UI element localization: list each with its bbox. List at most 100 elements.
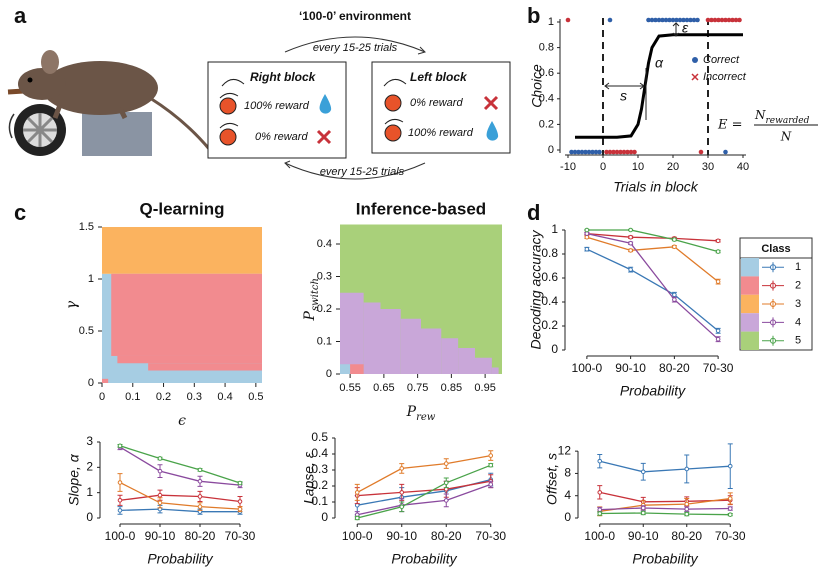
data-point xyxy=(727,496,733,501)
data-point xyxy=(684,501,690,507)
data-point xyxy=(443,498,449,503)
x-tick-label: 100-0 xyxy=(105,529,136,543)
data-point xyxy=(584,234,590,240)
x-tick-label: 80-20 xyxy=(431,529,462,543)
series-line xyxy=(357,480,491,497)
trial-point xyxy=(614,149,620,155)
x-tick-label: 0.65 xyxy=(373,382,394,394)
formula-numerator-sub: rewarded xyxy=(766,116,810,126)
chart-title: Q-learning xyxy=(139,199,224,218)
reward-text: 100% reward xyxy=(244,100,310,112)
series-line xyxy=(357,478,491,506)
data-point xyxy=(488,453,494,458)
series-line xyxy=(586,232,719,340)
x-axis-label-main: P xyxy=(406,404,417,420)
lapse-arrow xyxy=(672,22,680,37)
x-tick-label: 40 xyxy=(737,161,749,173)
legend-marker xyxy=(692,57,698,63)
data-point xyxy=(584,246,590,252)
data-point xyxy=(727,506,733,511)
data-point xyxy=(640,505,646,511)
slope-label: α xyxy=(655,55,664,71)
y-axis-label: γ xyxy=(64,300,80,309)
reward-text: 0% reward xyxy=(410,97,463,109)
legend-title: Class xyxy=(761,243,790,255)
y-tick-label: 12 xyxy=(558,443,572,457)
transition-label: every 15-25 trials xyxy=(313,42,398,54)
trial-point xyxy=(712,17,718,23)
y-tick-label: 0.8 xyxy=(541,246,558,260)
x-axis-label: ϵ xyxy=(178,413,186,429)
y-tick-label: 0.2 xyxy=(541,318,558,332)
data-point xyxy=(597,458,603,464)
x-axis-label: Probability xyxy=(632,551,698,567)
x-tick-label: 90-10 xyxy=(628,529,659,543)
y-tick-label: 0.1 xyxy=(311,494,328,508)
trial-point xyxy=(607,17,613,23)
trial-point xyxy=(565,17,571,23)
formula-denominator: N xyxy=(780,130,792,144)
series-line xyxy=(119,508,240,513)
series-line xyxy=(119,446,241,486)
y-tick-label: 2 xyxy=(86,460,93,474)
class-region xyxy=(148,363,262,371)
x-tick-label: -10 xyxy=(560,161,576,173)
legend-label: Incorrect xyxy=(703,71,747,83)
reward-text: 0% reward xyxy=(255,131,308,143)
trial-point xyxy=(593,149,599,155)
y-tick-label: 0.2 xyxy=(539,118,554,130)
data-point xyxy=(488,482,494,487)
series-line xyxy=(357,464,492,519)
data-point xyxy=(672,244,677,250)
x-axis-label: Probability xyxy=(620,383,686,399)
data-point xyxy=(117,480,123,485)
data-point xyxy=(488,462,494,468)
data-point xyxy=(715,328,721,334)
data-point xyxy=(640,469,646,475)
y-tick-label: 0 xyxy=(321,510,328,524)
data-point xyxy=(597,507,603,512)
class-region xyxy=(491,367,499,374)
y-tick-label: 0.4 xyxy=(539,93,554,105)
x-tick-label: 0.2 xyxy=(156,391,171,403)
block-title: Left block xyxy=(410,70,468,84)
x-tick-label: 90-10 xyxy=(145,529,176,543)
y-tick-label: 1 xyxy=(551,222,558,236)
trial-point xyxy=(674,17,679,23)
data-point xyxy=(628,248,633,253)
trial-point xyxy=(572,149,578,155)
trial-point xyxy=(628,149,634,155)
y-tick-label: 0 xyxy=(86,510,93,524)
y-tick-label: 0.3 xyxy=(311,462,328,476)
class-region xyxy=(102,227,262,274)
y-tick-label: 0.2 xyxy=(311,478,328,492)
panel-label: d xyxy=(527,200,540,225)
class-region xyxy=(117,355,262,364)
x-tick-label: 0 xyxy=(99,391,105,403)
y-axis-label: Choice xyxy=(529,64,545,108)
trial-point xyxy=(705,17,711,23)
series-line xyxy=(119,494,241,503)
y-tick-label: 1.5 xyxy=(79,221,94,233)
y-tick-label: 0 xyxy=(88,377,94,389)
x-axis-label: Prew xyxy=(406,404,436,423)
trial-point xyxy=(681,17,686,23)
series-line xyxy=(119,445,241,484)
x-tick-label: 70-30 xyxy=(475,529,506,543)
x-tick-label: 30 xyxy=(702,161,714,173)
data-point xyxy=(399,504,405,510)
data-point xyxy=(443,480,449,486)
data-point xyxy=(197,504,203,509)
data-point xyxy=(157,500,163,506)
data-point xyxy=(237,506,243,512)
series-line xyxy=(599,512,731,516)
y-tick-label: 1 xyxy=(88,273,94,285)
x-axis-label: Probability xyxy=(391,551,457,567)
data-point xyxy=(597,490,603,495)
y-tick-label: 1 xyxy=(548,16,554,28)
y-tick-label: 0.5 xyxy=(311,430,328,444)
x-tick-label: 70-30 xyxy=(703,361,734,375)
trial-point xyxy=(723,17,728,23)
reward-text: 100% reward xyxy=(408,127,474,139)
